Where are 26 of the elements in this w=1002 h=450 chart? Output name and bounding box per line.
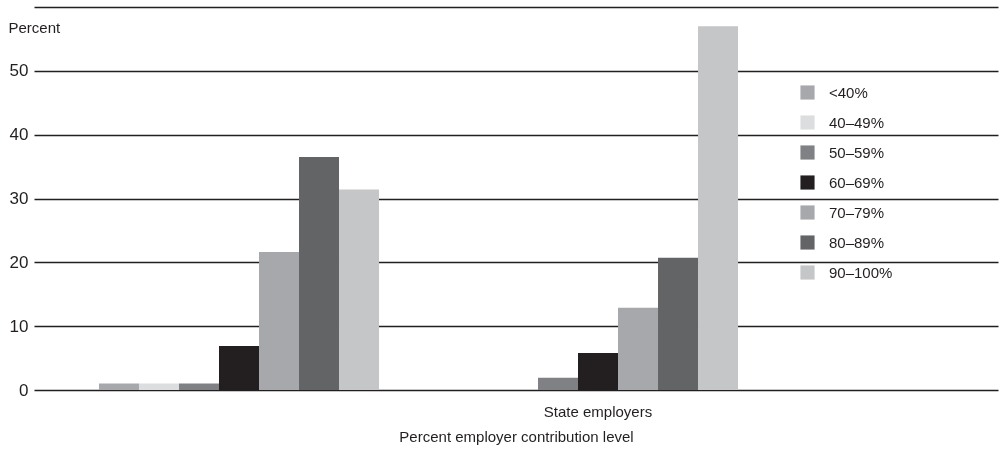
bar [139,383,179,390]
x-axis-title: Percent employer contribution level [399,427,634,445]
y-axis-title: Percent [8,18,62,36]
bar [618,307,659,390]
bar [339,189,380,390]
y-tick-label: 50 [9,61,29,81]
legend-label: <40% [829,83,868,101]
bar [658,257,699,390]
bar [98,383,139,390]
legend-label: 70–79% [829,203,885,221]
y-tick-label: 40 [9,125,29,145]
legend-label: 60–69% [829,173,885,191]
y-tick-label: 20 [9,252,29,272]
legend-label: 80–89% [829,233,885,251]
bar [259,252,300,390]
bar [299,157,340,390]
legend-label: 90–100% [829,263,893,281]
legend-label: 40–49% [829,113,885,131]
y-tick-label: 30 [9,189,29,208]
x-tick-label: State employers [543,402,653,420]
bar [179,383,219,390]
bar [698,26,739,390]
bar [538,377,579,390]
y-tick-label: 10 [9,316,29,336]
y-tick-label: 0 [19,380,29,400]
legend-label: 50–59% [829,143,885,161]
